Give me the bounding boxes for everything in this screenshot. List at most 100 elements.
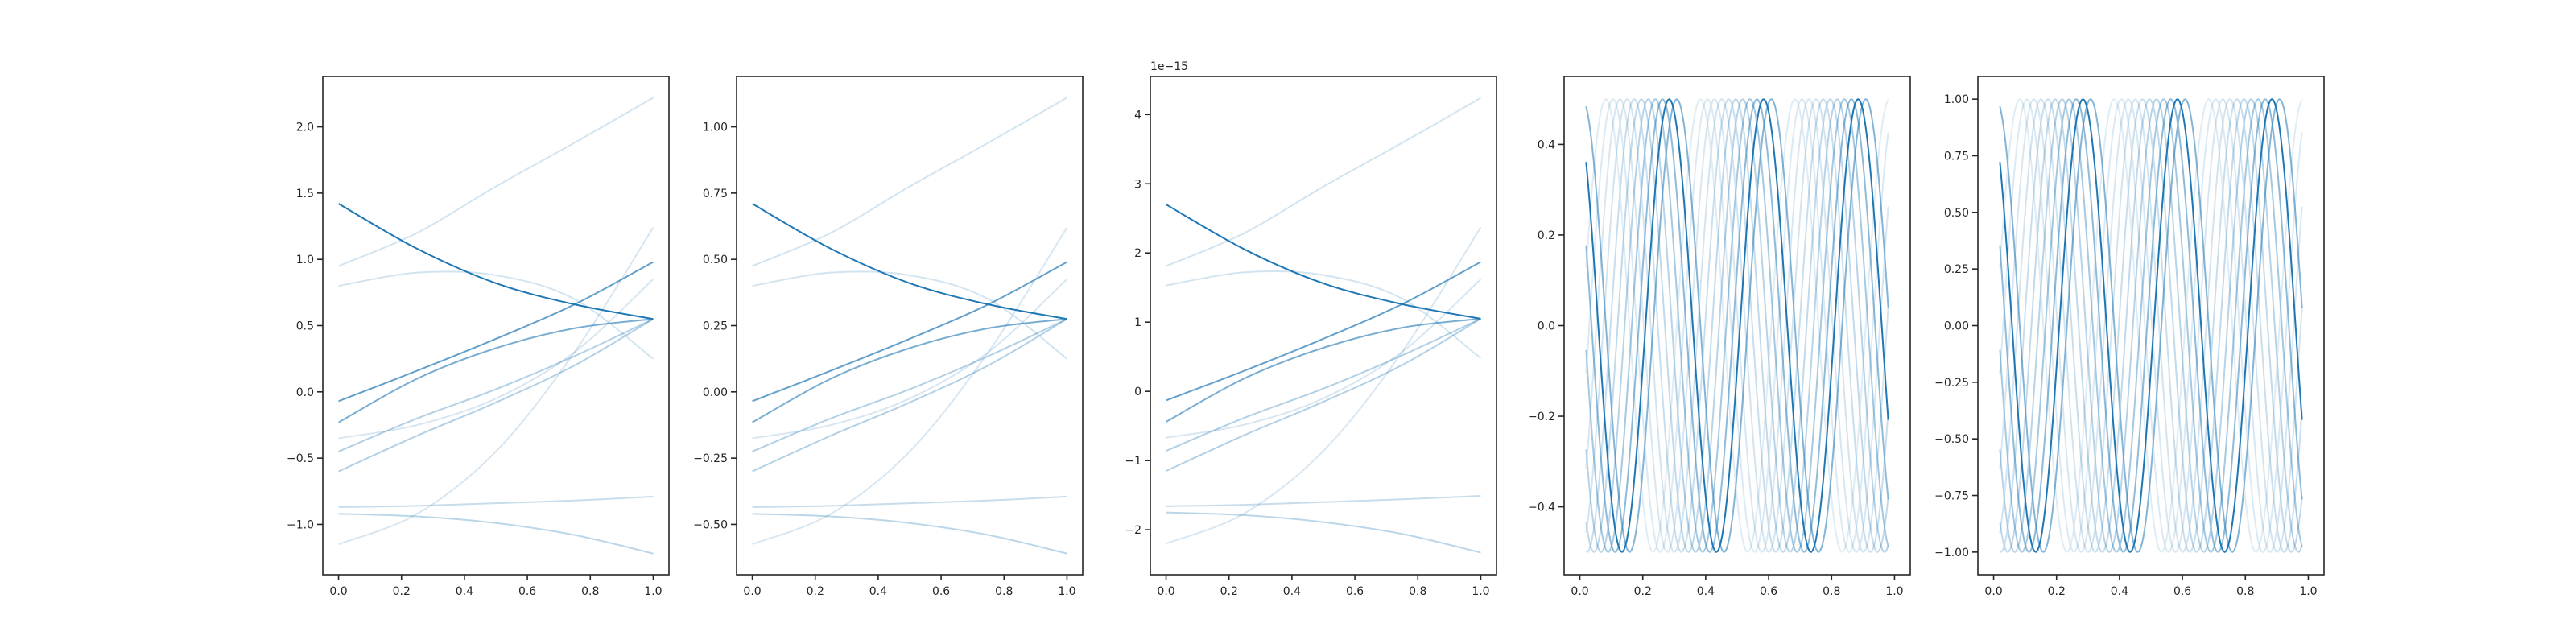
y-tick-label: 0.5	[296, 320, 314, 333]
x-tick-label: 0.0	[1157, 585, 1174, 598]
series-line-5	[338, 318, 654, 473]
series-line-9	[1166, 270, 1482, 359]
y-tick-label: 0.0	[296, 386, 314, 399]
x-tick-label: 1.0	[1472, 585, 1489, 598]
series-line-5	[752, 318, 1067, 473]
panel-5: 0.0 0.2 0.4 0.6 0.8 1.0 −1.00 −0.75 −0.50 −0.25 0.…	[1934, 76, 2325, 598]
y-tick-label: 0.0	[1538, 320, 1555, 333]
series-line-10	[752, 227, 1068, 546]
y-tick-label: −0.25	[693, 452, 728, 465]
y-tick-label: −0.50	[693, 518, 728, 531]
x-tick-label: 0.4	[1697, 585, 1715, 598]
y-tick-label: 0.4	[1538, 138, 1555, 151]
series-group	[1999, 98, 2303, 553]
y-tick-label: 2	[1134, 247, 1141, 260]
y-tick-label: −0.75	[1934, 490, 1969, 503]
panel-3: 0.0 0.2 0.4 0.6 0.8 1.0 −2 −1 0 1 2 3 4 1e−15	[1125, 60, 1497, 598]
series-line-11	[338, 279, 654, 440]
x-tick-label: 0.6	[2174, 585, 2191, 598]
x-tick-label: 0.2	[1220, 585, 1238, 598]
y-tick-label: −0.5	[287, 452, 314, 465]
y-tick-label: 3	[1134, 178, 1141, 191]
series-line-11	[1999, 98, 2303, 553]
axes-frame	[736, 76, 1084, 576]
y-offset-label: 1e−15	[1150, 60, 1188, 73]
x-tick-label: 0.4	[456, 585, 473, 598]
y-tick-label: −0.2	[1528, 411, 1555, 423]
x-tick-label: 0.6	[1346, 585, 1364, 598]
x-tick-label: 0.2	[807, 585, 824, 598]
y-tick-label: 0.00	[703, 386, 728, 399]
series-line-6	[1166, 511, 1481, 554]
y-tick-label: 0.50	[1944, 207, 1969, 220]
y-tick-label: 1.0	[296, 254, 314, 266]
series-line-8	[338, 97, 654, 267]
y-tick-label: 1.00	[703, 122, 728, 134]
series-line-3	[338, 318, 654, 423]
x-tick-label: 1.0	[1885, 585, 1903, 598]
series-line-10	[1166, 226, 1482, 545]
x-tick-label: 0.8	[581, 585, 599, 598]
series-line-6	[338, 513, 654, 555]
y-tick-label: 0.2	[1538, 229, 1555, 242]
y-tick-label: 1.5	[296, 188, 314, 200]
panel-4: 0.0 0.2 0.4 0.6 0.8 1.0 −0.4 −0.2 0.0 0.2 0.4	[1528, 76, 1911, 598]
series-group	[752, 97, 1068, 555]
series-line-3	[1166, 317, 1481, 423]
series-line-3	[1585, 98, 1889, 553]
x-tick-label: 0.4	[1283, 585, 1301, 598]
x-tick-label: 0.0	[743, 585, 761, 598]
y-tick-label: −0.25	[1934, 377, 1969, 390]
x-tick-label: 0.4	[869, 585, 887, 598]
series-line-2	[338, 261, 654, 402]
series-group	[1166, 97, 1482, 554]
series-line-8	[1585, 98, 1889, 553]
series-line-5	[1585, 98, 1889, 553]
series-line-10	[1585, 98, 1889, 553]
series-line-1	[338, 203, 654, 320]
x-tick-label: 1.0	[1058, 585, 1075, 598]
x-tick-label: 0.2	[1634, 585, 1652, 598]
x-tick-label: 0.2	[393, 585, 411, 598]
series-line-2	[1999, 98, 2303, 553]
series-line-7	[2000, 98, 2303, 553]
series-line-5	[1166, 318, 1481, 472]
series-line-3	[752, 318, 1067, 423]
series-group	[338, 97, 654, 555]
series-line-8	[1999, 98, 2303, 553]
y-tick-label: 0.25	[703, 320, 728, 333]
x-tick-label: 0.6	[518, 585, 536, 598]
y-tick-label: 0.50	[703, 254, 728, 266]
series-line-7	[752, 495, 1067, 509]
series-line-7	[1166, 494, 1481, 507]
x-tick-label: 0.2	[2048, 585, 2066, 598]
series-line-2	[752, 261, 1067, 402]
series-line-11	[752, 279, 1068, 440]
series-line-4	[752, 318, 1067, 452]
series-group	[1585, 98, 1889, 553]
series-line-9	[752, 270, 1068, 360]
series-line-9	[1999, 98, 2303, 553]
series-line-4	[338, 318, 654, 452]
series-line-10	[1999, 98, 2303, 553]
y-tick-label: −1	[1125, 455, 1141, 468]
series-line-5	[1999, 98, 2303, 553]
series-line-1	[1166, 204, 1481, 320]
y-tick-label: 0.75	[1944, 150, 1969, 163]
series-line-11	[1166, 279, 1482, 439]
series-line-10	[338, 227, 654, 546]
y-tick-label: −0.50	[1934, 433, 1969, 446]
series-line-2	[1166, 261, 1481, 402]
x-tick-label: 0.6	[1760, 585, 1777, 598]
y-tick-label: 0	[1134, 386, 1141, 398]
y-tick-label: 1	[1134, 316, 1141, 329]
series-line-9	[338, 270, 654, 360]
y-tick-label: 1.00	[1944, 93, 1969, 106]
series-line-1	[1585, 98, 1889, 553]
x-tick-label: 0.4	[2111, 585, 2128, 598]
series-line-4	[1585, 98, 1889, 553]
series-line-6	[1999, 98, 2303, 553]
axes-frame	[322, 76, 670, 576]
series-line-1	[752, 203, 1067, 320]
